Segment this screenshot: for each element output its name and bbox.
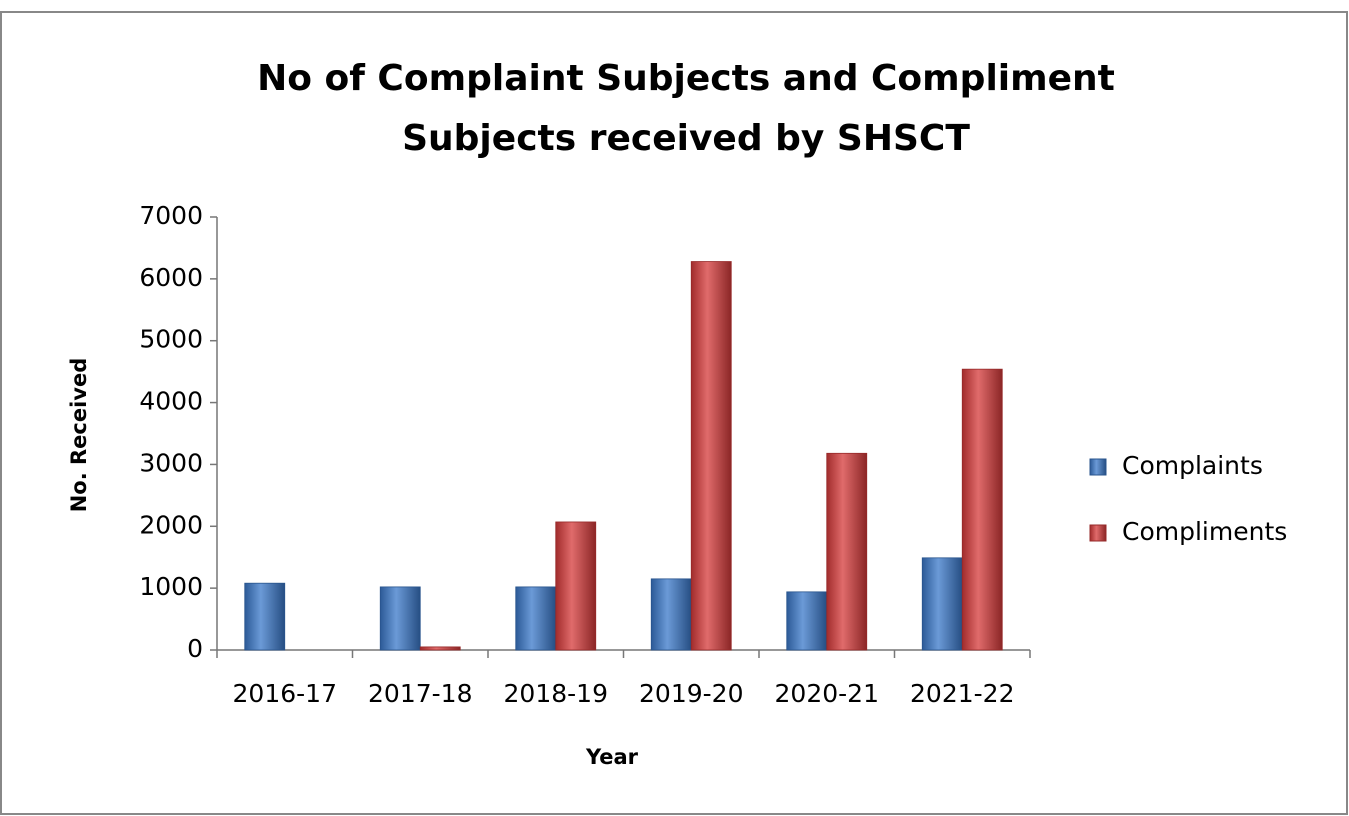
legend-label: Complaints: [1122, 451, 1263, 480]
bar: [921, 557, 963, 651]
y-tick-label: 2000: [139, 510, 203, 539]
legend-label: Compliments: [1122, 517, 1287, 546]
bar: [379, 586, 421, 651]
bar: [244, 582, 286, 651]
x-tick-label: 2020-21: [775, 679, 879, 708]
bar: [650, 578, 692, 651]
x-axis-title: Year: [585, 745, 639, 769]
bar: [961, 368, 1003, 651]
bar: [555, 521, 597, 651]
y-tick-label: 4000: [139, 387, 203, 416]
x-tick-label: 2021-22: [910, 679, 1014, 708]
y-tick-label: 7000: [139, 201, 203, 230]
y-tick-label: 0: [187, 634, 203, 663]
chart-title: No of Complaint Subjects and Compliment: [257, 58, 1115, 99]
y-tick-label: 3000: [139, 448, 203, 477]
bar: [419, 646, 461, 651]
x-tick-label: 2017-18: [368, 679, 472, 708]
chart-title: Subjects received by SHSCT: [402, 118, 970, 159]
bar: [826, 452, 868, 651]
bar: [786, 591, 828, 651]
bar: [515, 586, 557, 651]
legend-swatch: [1089, 524, 1107, 542]
x-tick-label: 2018-19: [504, 679, 608, 708]
bar: [690, 261, 732, 651]
chart-frame: [0, 11, 1348, 815]
y-axis-title: No. Received: [67, 358, 91, 513]
x-tick-label: 2019-20: [639, 679, 743, 708]
x-tick-label: 2016-17: [233, 679, 337, 708]
y-tick-label: 6000: [139, 263, 203, 292]
y-tick-label: 5000: [139, 325, 203, 354]
y-tick-label: 1000: [139, 572, 203, 601]
legend-swatch: [1089, 458, 1107, 476]
